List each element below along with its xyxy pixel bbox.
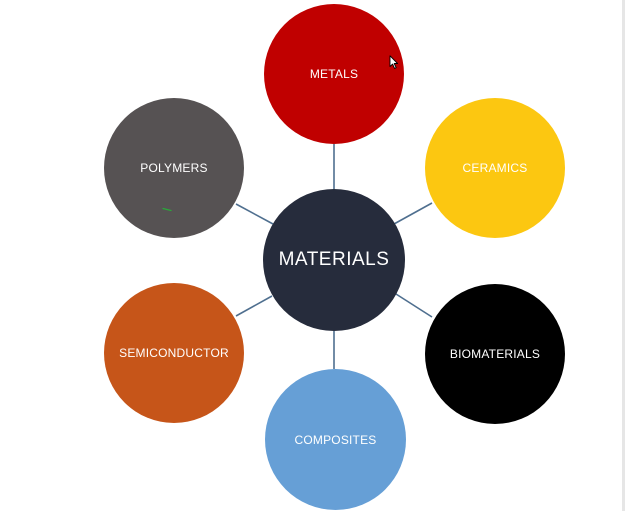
node-metals-label: METALS [309, 67, 359, 81]
connector-semiconductor [235, 295, 273, 317]
node-composites-label: COMPOSITES [294, 432, 377, 447]
node-composites[interactable]: COMPOSITES [265, 369, 406, 510]
node-metals[interactable]: METALS [264, 4, 404, 144]
green-pen-mark-icon [162, 207, 172, 212]
node-semiconductor[interactable]: SEMICONDUCTOR [104, 283, 244, 423]
node-materials-label: MATERIALS [278, 249, 390, 270]
connector-biomaterials [395, 293, 433, 318]
mouse-pointer-icon [389, 55, 399, 69]
node-semiconductor-label: SEMICONDUCTOR [119, 346, 229, 360]
node-biomaterials-label: BIOMATERIALS [449, 347, 541, 361]
node-ceramics-label: CERAMICS [462, 161, 528, 175]
node-polymers[interactable]: POLYMERS [104, 98, 244, 238]
node-materials-center[interactable]: MATERIALS [263, 189, 405, 331]
node-polymers-label: POLYMERS [140, 161, 208, 175]
node-biomaterials[interactable]: BIOMATERIALS [425, 284, 565, 424]
connector-ceramics [393, 202, 433, 225]
connector-polymers [235, 203, 274, 225]
node-ceramics[interactable]: CERAMICS [425, 98, 565, 238]
